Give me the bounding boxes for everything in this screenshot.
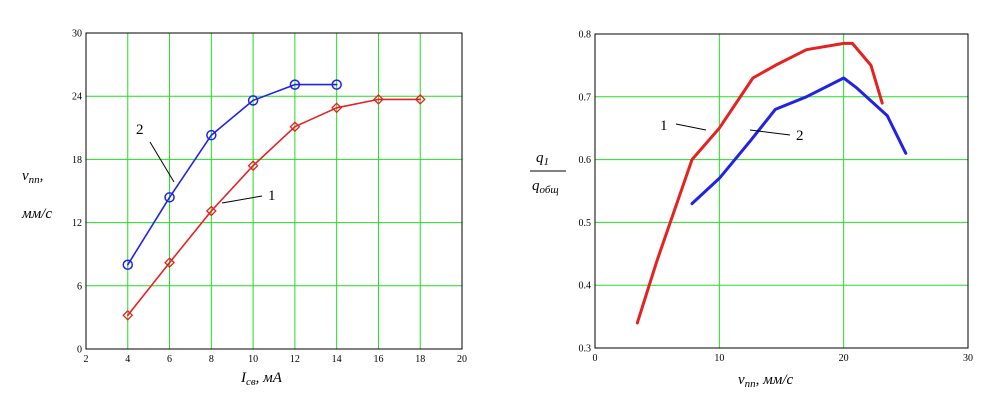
- x-tick-label: 10: [248, 354, 258, 365]
- data-point-marker: [289, 79, 301, 90]
- data-point-marker: [289, 121, 301, 133]
- annotations: 12: [660, 118, 804, 144]
- plot-frame: [594, 33, 969, 349]
- data-point-marker: [414, 93, 426, 105]
- y-tick-label: 0.6: [579, 155, 592, 166]
- x-tick-label: 30: [963, 353, 973, 364]
- data-point-marker: [164, 192, 175, 203]
- series-label: 1: [660, 118, 668, 134]
- tick-labels: 0 10 20 30 0.3 0.4 0.5 0.6 0.7 0.8: [579, 30, 974, 365]
- y-tick-label: 0.8: [579, 30, 592, 41]
- series-label-leader: [675, 123, 707, 131]
- series-group: [122, 79, 426, 321]
- x-tick-label: 18: [415, 354, 425, 365]
- y-label-denominator: qобщ: [532, 178, 559, 196]
- chart-speed-vs-ratio: 0 10 20 300.30.40.50.60.70.8 12 vпп, мм/с q…: [530, 30, 974, 390]
- series-line-1: [127, 98, 422, 317]
- annotations: 12: [136, 122, 276, 204]
- data-point-marker: [205, 205, 217, 217]
- x-axis-label: Iсв, мА: [240, 370, 283, 388]
- x-tick-label: 8: [209, 354, 214, 365]
- x-tick-label: 10: [714, 353, 724, 364]
- data-point-marker: [164, 257, 175, 269]
- data-point-marker: [122, 309, 134, 321]
- series-line-2: [127, 83, 338, 266]
- series-label: 1: [268, 188, 276, 204]
- x-axis-label: vпп, мм/с: [738, 372, 793, 390]
- series-line-1: [635, 41, 884, 325]
- y-tick-label: 0: [77, 345, 82, 356]
- y-axis-label-fraction: q1 qобщ: [530, 150, 566, 196]
- x-tick-label: 0: [593, 353, 598, 364]
- y-tick-label: 0.3: [579, 344, 592, 355]
- grid: [595, 34, 968, 348]
- y-tick-label: 30: [72, 29, 82, 40]
- x-tick-label: 4: [125, 354, 130, 365]
- x-tick-label: 12: [290, 354, 300, 365]
- x-tick-label: 14: [332, 354, 342, 365]
- series-label-leader: [149, 141, 175, 183]
- y-tick-label: 0.5: [579, 218, 592, 229]
- y-tick-label: 0.7: [579, 92, 592, 103]
- plot-frame: [85, 32, 463, 350]
- x-tick-label: 20: [457, 354, 467, 365]
- data-point-marker: [206, 129, 217, 141]
- data-point-marker: [373, 93, 384, 105]
- series-label: 2: [796, 128, 804, 144]
- series-line-2: [690, 76, 908, 206]
- data-point-marker: [247, 160, 259, 172]
- data-point-marker: [247, 95, 259, 106]
- y-label-numerator: q1: [536, 150, 549, 168]
- series-label-leader: [749, 129, 791, 136]
- data-point-marker: [122, 259, 134, 270]
- grid: [86, 33, 462, 349]
- x-tick-label: 6: [167, 354, 172, 365]
- series-label: 2: [136, 122, 144, 138]
- data-point-marker: [331, 102, 343, 114]
- y-tick-label: 24: [72, 92, 82, 103]
- x-tick-label: 2: [84, 354, 89, 365]
- y-tick-label: 18: [72, 155, 82, 166]
- y-axis-label-symbol: vпп,: [22, 168, 43, 186]
- y-tick-label: 6: [77, 281, 82, 292]
- y-tick-label: 12: [72, 218, 82, 229]
- data-point-marker: [331, 79, 342, 90]
- x-tick-label: 20: [839, 353, 849, 364]
- series-group: [635, 41, 908, 325]
- x-tick-label: 16: [373, 354, 383, 365]
- y-axis-label-unit: мм/с: [21, 206, 52, 222]
- series-label-leader: [221, 195, 263, 204]
- y-tick-label: 0.4: [579, 281, 592, 292]
